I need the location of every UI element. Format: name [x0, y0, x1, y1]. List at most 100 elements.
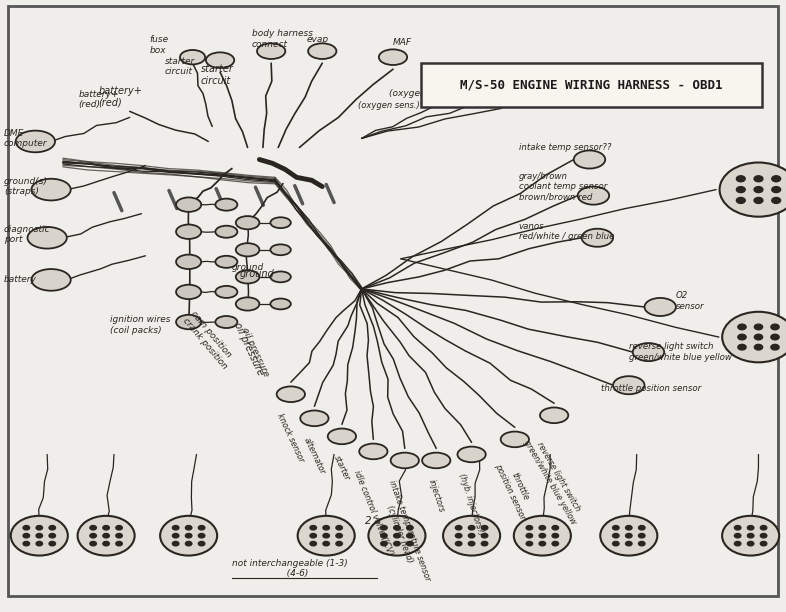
Ellipse shape	[406, 542, 413, 546]
Ellipse shape	[310, 534, 317, 538]
Ellipse shape	[501, 431, 529, 447]
Text: ground: ground	[240, 269, 274, 279]
Ellipse shape	[310, 542, 317, 546]
Ellipse shape	[176, 285, 201, 299]
Ellipse shape	[552, 542, 559, 546]
Ellipse shape	[28, 227, 67, 248]
Ellipse shape	[574, 151, 605, 168]
Ellipse shape	[90, 534, 97, 538]
Ellipse shape	[369, 516, 425, 556]
Ellipse shape	[539, 526, 545, 530]
Ellipse shape	[176, 198, 201, 212]
Ellipse shape	[526, 542, 533, 546]
Ellipse shape	[578, 187, 609, 204]
Ellipse shape	[760, 526, 767, 530]
Ellipse shape	[422, 453, 450, 468]
Ellipse shape	[298, 516, 354, 556]
Ellipse shape	[336, 534, 343, 538]
Ellipse shape	[270, 272, 291, 282]
Ellipse shape	[481, 542, 488, 546]
Text: evap: evap	[307, 35, 329, 43]
Ellipse shape	[90, 542, 97, 546]
Ellipse shape	[468, 542, 475, 546]
Text: diagnostic
port: diagnostic port	[4, 225, 50, 244]
Ellipse shape	[539, 534, 545, 538]
Ellipse shape	[626, 534, 632, 538]
Ellipse shape	[754, 187, 763, 193]
Ellipse shape	[215, 226, 237, 237]
FancyBboxPatch shape	[455, 85, 483, 102]
Ellipse shape	[270, 244, 291, 255]
Ellipse shape	[160, 516, 217, 556]
Ellipse shape	[481, 526, 488, 530]
Ellipse shape	[172, 526, 179, 530]
Text: ignition wires
(coil packs): ignition wires (coil packs)	[110, 315, 171, 335]
Ellipse shape	[380, 526, 387, 530]
Text: MAF: MAF	[393, 37, 412, 47]
Ellipse shape	[468, 534, 475, 538]
Text: throttle position sensor: throttle position sensor	[601, 384, 701, 393]
Text: reverse light switch
green/white blue yellow: reverse light switch green/white blue ye…	[522, 433, 586, 526]
Text: oil pressure: oil pressure	[232, 321, 265, 377]
Ellipse shape	[336, 526, 343, 530]
Ellipse shape	[539, 542, 545, 546]
Ellipse shape	[734, 542, 741, 546]
Ellipse shape	[323, 534, 329, 538]
Text: intake temperature sensor
(cylinder head): intake temperature sensor (cylinder head…	[377, 479, 432, 585]
Ellipse shape	[468, 526, 475, 530]
Ellipse shape	[78, 516, 134, 556]
Ellipse shape	[36, 542, 42, 546]
Ellipse shape	[206, 53, 234, 68]
Ellipse shape	[198, 534, 205, 538]
Ellipse shape	[359, 444, 387, 459]
Text: oil pressure: oil pressure	[240, 326, 270, 378]
Ellipse shape	[526, 534, 533, 538]
Text: idle control valve (ICV): idle control valve (ICV)	[352, 469, 395, 558]
Ellipse shape	[198, 542, 205, 546]
Ellipse shape	[394, 526, 400, 530]
Text: battery+
(red): battery+ (red)	[98, 86, 142, 107]
Ellipse shape	[394, 534, 400, 538]
Text: 2 x: 2 x	[365, 516, 381, 526]
Ellipse shape	[176, 315, 201, 329]
Text: battery+
(red): battery+ (red)	[79, 89, 119, 109]
Text: reverse light switch
green/white blue yellow: reverse light switch green/white blue ye…	[629, 342, 732, 362]
Ellipse shape	[49, 542, 56, 546]
Ellipse shape	[90, 526, 97, 530]
Ellipse shape	[734, 526, 741, 530]
Ellipse shape	[736, 176, 745, 182]
Text: ground(s)
(straps): ground(s) (straps)	[4, 177, 48, 196]
FancyBboxPatch shape	[422, 85, 450, 102]
Text: battery: battery	[4, 275, 37, 285]
Ellipse shape	[736, 187, 745, 193]
Text: starter
circuit: starter circuit	[165, 56, 195, 76]
Ellipse shape	[391, 453, 419, 468]
Ellipse shape	[526, 526, 533, 530]
Ellipse shape	[772, 187, 780, 193]
Ellipse shape	[747, 542, 754, 546]
Text: injectors: injectors	[427, 479, 446, 514]
Ellipse shape	[236, 297, 259, 310]
Ellipse shape	[638, 542, 645, 546]
Ellipse shape	[626, 542, 632, 546]
Ellipse shape	[747, 534, 754, 538]
Ellipse shape	[185, 534, 192, 538]
Text: M/S-50 ENGINE WIRING HARNESS - OBD1: M/S-50 ENGINE WIRING HARNESS - OBD1	[461, 78, 722, 91]
Ellipse shape	[16, 130, 55, 152]
Ellipse shape	[406, 534, 413, 538]
Ellipse shape	[23, 526, 30, 530]
Ellipse shape	[49, 526, 56, 530]
Ellipse shape	[328, 428, 356, 444]
Ellipse shape	[736, 198, 745, 203]
Ellipse shape	[176, 225, 201, 239]
Text: fuse
box: fuse box	[149, 35, 168, 55]
Text: intake temp sensor??: intake temp sensor??	[519, 143, 612, 152]
Ellipse shape	[552, 526, 559, 530]
Text: O2
sensor: O2 sensor	[676, 291, 704, 311]
Ellipse shape	[638, 526, 645, 530]
Ellipse shape	[755, 324, 762, 330]
Ellipse shape	[612, 526, 619, 530]
Ellipse shape	[185, 542, 192, 546]
Ellipse shape	[36, 534, 42, 538]
Ellipse shape	[308, 43, 336, 59]
